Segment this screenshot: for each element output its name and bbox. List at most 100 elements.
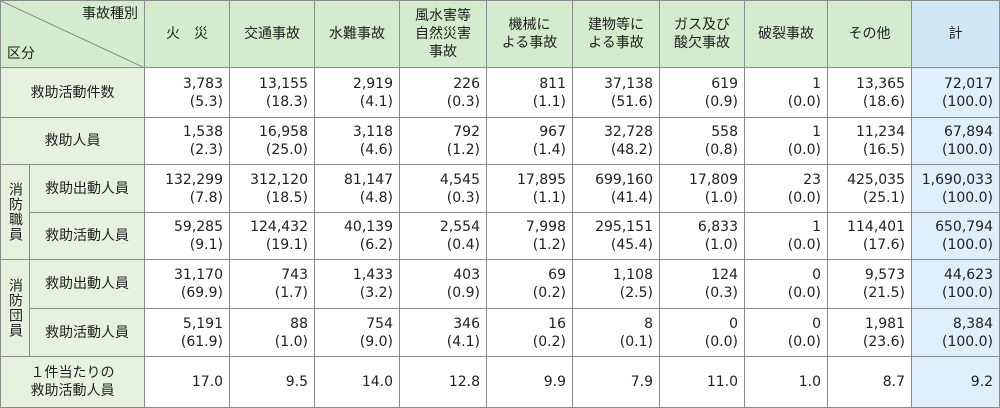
share: (45.4) — [610, 237, 653, 253]
row-label-text: 救助人員 — [44, 133, 101, 149]
share: (0.1) — [619, 333, 653, 350]
count: 3,783 — [182, 75, 223, 92]
value: 12.8 — [448, 374, 480, 390]
row-label-text: 救助活動人員 — [45, 324, 129, 341]
count: 88 — [290, 315, 308, 332]
data-cell: 23 (0.0) — [745, 165, 828, 213]
share: (0.3) — [446, 93, 480, 110]
count: 558 — [711, 124, 738, 140]
count: 13,155 — [259, 75, 308, 92]
count: 0 — [812, 267, 821, 283]
share: (0.4) — [446, 237, 480, 253]
data-cell: 0 (0.0) — [745, 309, 828, 357]
data-cell: 124,432 (19.1) — [230, 213, 315, 260]
data-cell: 1.0 — [745, 357, 828, 408]
share: (48.2) — [610, 142, 653, 158]
data-cell: 9.9 — [487, 357, 573, 408]
share: (4.1) — [446, 333, 480, 350]
data-cell: 1 (0.0) — [745, 68, 828, 118]
share: (0.0) — [704, 333, 738, 350]
count: 13,365 — [856, 75, 905, 92]
data-cell: 1 (0.0) — [745, 213, 828, 260]
group-label: 消防職員 — [0, 165, 30, 260]
data-cell: 8 (0.1) — [573, 309, 660, 357]
data-cell: 37,138 (51.6) — [573, 68, 660, 118]
row-label-text: 救助活動件数 — [30, 84, 115, 101]
data-cell: 1 (0.0) — [745, 118, 828, 165]
category-label: 区分 — [7, 46, 35, 62]
data-cell: 3,783 (5.3) — [145, 68, 230, 118]
count: 44,623 — [944, 267, 993, 283]
count: 1,108 — [612, 267, 653, 283]
value: 9.5 — [285, 374, 308, 390]
header-text: その他 — [848, 26, 891, 42]
value: 1.0 — [798, 374, 821, 390]
count: 124,432 — [250, 219, 308, 235]
count: 792 — [453, 124, 480, 140]
header-text: よる事故 — [501, 35, 558, 51]
share: (1.2) — [446, 142, 480, 158]
data-cell: 425,035 (25.1) — [828, 165, 912, 213]
column-header: その他 — [828, 0, 912, 68]
share: (0.8) — [704, 142, 738, 158]
count: 8,384 — [952, 315, 993, 332]
count: 226 — [453, 75, 480, 92]
share: (17.6) — [862, 237, 905, 253]
count: 23 — [803, 171, 821, 188]
column-header: 建物等に よる事故 — [573, 0, 660, 68]
count: 17,809 — [689, 171, 738, 188]
share: (0.0) — [787, 237, 821, 253]
diagonal — [1, 1, 145, 68]
header-text: 事故 — [429, 44, 457, 60]
share: (18.3) — [265, 93, 308, 110]
data-cell: 11.0 — [660, 357, 745, 408]
share: (1.1) — [532, 93, 566, 110]
count: 9,573 — [864, 267, 905, 283]
value: 9.9 — [543, 374, 566, 390]
count: 699,160 — [595, 171, 653, 188]
count: 2,554 — [439, 219, 480, 235]
count: 1,981 — [864, 315, 905, 332]
share: (0.0) — [787, 333, 821, 350]
data-cell: 2,554 (0.4) — [400, 213, 487, 260]
share: (1.0) — [704, 189, 738, 206]
count: 132,299 — [165, 171, 223, 188]
share: (0.2) — [532, 333, 566, 350]
count: 8 — [644, 315, 653, 332]
count: 425,035 — [847, 171, 905, 188]
data-cell: 811 (1.1) — [487, 68, 573, 118]
data-cell: 16,958 (25.0) — [230, 118, 315, 165]
type-label: 事故種別 — [82, 6, 138, 22]
share: (2.3) — [189, 142, 223, 158]
data-cell: 6,833 (1.0) — [660, 213, 745, 260]
data-cell: 14.0 — [315, 357, 400, 408]
share: (100.0) — [941, 189, 993, 206]
data-cell: 67,894 (100.0) — [912, 118, 1000, 165]
data-cell: 1,690,033 (100.0) — [912, 165, 1000, 213]
value: 7.9 — [630, 374, 653, 390]
row-label-text: 救助活動人員 — [30, 383, 115, 399]
share: (0.2) — [532, 285, 566, 301]
column-header: 機械に よる事故 — [487, 0, 573, 68]
row-label: 救助人員 — [0, 118, 145, 165]
share: (25.1) — [862, 189, 905, 206]
share: (21.5) — [862, 285, 905, 301]
header-text: 交通事故 — [244, 26, 300, 42]
row-label-text: 救助出動人員 — [45, 180, 129, 197]
share: (1.0) — [704, 237, 738, 253]
share: (100.0) — [941, 142, 993, 158]
count: 1 — [812, 124, 821, 140]
data-cell: 4,545 (0.3) — [400, 165, 487, 213]
data-cell: 5,191 (61.9) — [145, 309, 230, 357]
share: (69.9) — [180, 285, 223, 301]
data-cell: 7.9 — [573, 357, 660, 408]
corner-cell: 事故種別区分 — [0, 0, 145, 68]
data-cell: 12.8 — [400, 357, 487, 408]
data-cell: 1,108 (2.5) — [573, 260, 660, 309]
column-header: 水難事故 — [315, 0, 400, 68]
data-cell: 699,160 (41.4) — [573, 165, 660, 213]
share: (18.6) — [862, 93, 905, 110]
share: (18.5) — [265, 189, 308, 206]
count: 81,147 — [344, 171, 393, 188]
